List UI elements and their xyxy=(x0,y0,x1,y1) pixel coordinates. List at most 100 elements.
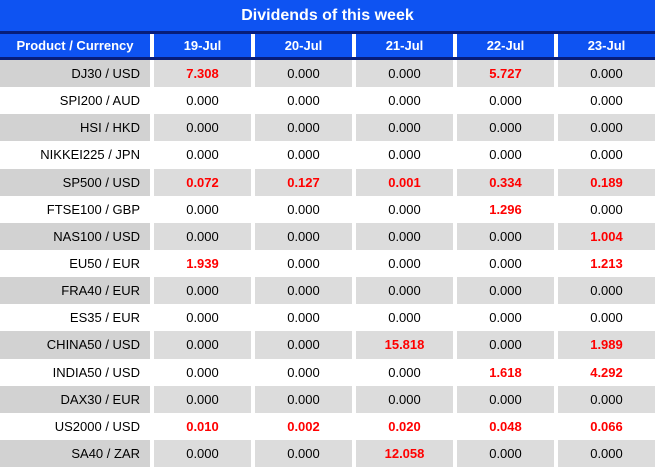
column-header-20-jul: 20-Jul xyxy=(255,34,352,57)
product-cell: SP500 / USD xyxy=(0,168,150,196)
dividend-value-cell: 0.000 xyxy=(154,304,251,332)
column-header-19-jul: 19-Jul xyxy=(154,34,251,57)
product-cell: DAX30 / EUR xyxy=(0,385,150,413)
table-row: NIKKEI225 / JPN 0.000 0.000 0.000 0.000 0.000 xyxy=(0,141,655,169)
dividend-value-cell: 0.000 xyxy=(255,439,352,467)
product-cell: EU50 / EUR xyxy=(0,249,150,278)
dividend-value-cell: 0.000 xyxy=(558,195,655,223)
product-cell: SA40 / ZAR xyxy=(0,439,150,467)
dividend-value-cell: 0.000 xyxy=(154,358,251,386)
dividend-value-cell: 0.000 xyxy=(558,304,655,332)
product-cell: INDIA50 / USD xyxy=(0,358,150,386)
dividend-value-cell: 0.000 xyxy=(154,331,251,359)
dividend-value-cell: 0.000 xyxy=(154,87,251,115)
table-body: DJ30 / USD 7.308 0.000 0.000 5.727 0.000 SPI20… xyxy=(0,60,655,467)
dividend-value-cell: 0.000 xyxy=(154,277,251,305)
dividend-value-cell: 0.010 xyxy=(154,412,251,440)
dividend-value-cell: 0.000 xyxy=(558,87,655,115)
page-title: Dividends of this week xyxy=(241,6,414,24)
dividend-value-cell: 1.618 xyxy=(457,358,554,386)
dividend-value-cell: 0.000 xyxy=(356,358,453,386)
dividend-value-cell: 0.000 xyxy=(457,87,554,115)
title-divider xyxy=(0,31,655,34)
column-header-product-currency: Product / Currency xyxy=(0,34,150,57)
dividend-value-cell: 0.000 xyxy=(255,222,352,250)
dividend-value-cell: 0.000 xyxy=(558,60,655,88)
table-row: SP500 / USD 0.072 0.127 0.001 0.334 0.189 xyxy=(0,168,655,196)
dividend-value-cell: 0.189 xyxy=(558,168,655,196)
dividend-value-cell: 0.000 xyxy=(457,385,554,413)
dividend-value-cell: 1.989 xyxy=(558,331,655,359)
table-row: ES35 / EUR 0.000 0.000 0.000 0.000 0.000 xyxy=(0,304,655,332)
title-bar: Dividends of this week xyxy=(0,0,655,31)
dividend-value-cell: 0.000 xyxy=(457,304,554,332)
product-cell: NAS100 / USD xyxy=(0,222,150,250)
table-row: SPI200 / AUD 0.000 0.000 0.000 0.000 0.000 xyxy=(0,87,655,115)
column-header-22-jul: 22-Jul xyxy=(457,34,554,57)
dividend-value-cell: 0.000 xyxy=(356,222,453,250)
dividend-value-cell: 5.727 xyxy=(457,60,554,88)
dividend-value-cell: 0.000 xyxy=(356,195,453,223)
dividend-value-cell: 0.000 xyxy=(154,195,251,223)
dividend-value-cell: 0.000 xyxy=(255,141,352,169)
product-cell: DJ30 / USD xyxy=(0,60,150,88)
dividend-value-cell: 0.000 xyxy=(457,277,554,305)
dividend-value-cell: 0.000 xyxy=(356,249,453,278)
table-row: SA40 / ZAR 0.000 0.000 12.058 0.000 0.000 xyxy=(0,439,655,467)
dividend-value-cell: 0.072 xyxy=(154,168,251,196)
dividend-value-cell: 0.000 xyxy=(255,385,352,413)
dividend-value-cell: 0.000 xyxy=(356,87,453,115)
dividend-value-cell: 0.000 xyxy=(558,439,655,467)
dividend-value-cell: 0.000 xyxy=(356,141,453,169)
product-cell: US2000 / USD xyxy=(0,412,150,440)
product-cell: SPI200 / AUD xyxy=(0,87,150,115)
dividend-value-cell: 15.818 xyxy=(356,331,453,359)
dividend-value-cell: 0.000 xyxy=(154,141,251,169)
dividend-value-cell: 0.001 xyxy=(356,168,453,196)
dividend-value-cell: 1.004 xyxy=(558,222,655,250)
dividend-value-cell: 0.000 xyxy=(255,114,352,142)
table-row: HSI / HKD 0.000 0.000 0.000 0.000 0.000 xyxy=(0,114,655,142)
dividend-value-cell: 7.308 xyxy=(154,60,251,88)
dividend-value-cell: 0.000 xyxy=(558,277,655,305)
table-row: CHINA50 / USD 0.000 0.000 15.818 0.000 1.989 xyxy=(0,331,655,359)
table-row: INDIA50 / USD 0.000 0.000 0.000 1.618 4.292 xyxy=(0,358,655,386)
table-header-row: Product / Currency 19-Jul 20-Jul 21-Jul … xyxy=(0,34,655,57)
dividend-value-cell: 0.000 xyxy=(356,60,453,88)
dividend-value-cell: 0.000 xyxy=(255,358,352,386)
product-cell: FRA40 / EUR xyxy=(0,277,150,305)
dividend-value-cell: 0.000 xyxy=(255,331,352,359)
dividend-value-cell: 0.000 xyxy=(255,304,352,332)
dividend-value-cell: 0.020 xyxy=(356,412,453,440)
dividend-value-cell: 0.000 xyxy=(558,385,655,413)
dividend-value-cell: 1.939 xyxy=(154,249,251,278)
dividend-value-cell: 0.000 xyxy=(255,60,352,88)
dividend-value-cell: 1.213 xyxy=(558,249,655,278)
dividend-value-cell: 0.000 xyxy=(255,277,352,305)
dividend-value-cell: 0.000 xyxy=(457,222,554,250)
dividend-value-cell: 0.000 xyxy=(154,222,251,250)
column-header-21-jul: 21-Jul xyxy=(356,34,453,57)
dividend-value-cell: 0.000 xyxy=(457,249,554,278)
header-divider xyxy=(0,57,655,60)
product-cell: HSI / HKD xyxy=(0,114,150,142)
table-row: DAX30 / EUR 0.000 0.000 0.000 0.000 0.000 xyxy=(0,385,655,413)
dividend-value-cell: 4.292 xyxy=(558,358,655,386)
dividend-value-cell: 0.000 xyxy=(356,385,453,413)
dividend-value-cell: 0.000 xyxy=(558,114,655,142)
product-cell: FTSE100 / GBP xyxy=(0,195,150,223)
product-cell: NIKKEI225 / JPN xyxy=(0,141,150,169)
dividend-value-cell: 0.002 xyxy=(255,412,352,440)
dividend-value-cell: 0.127 xyxy=(255,168,352,196)
table-row: DJ30 / USD 7.308 0.000 0.000 5.727 0.000 xyxy=(0,60,655,88)
table-row: FRA40 / EUR 0.000 0.000 0.000 0.000 0.000 xyxy=(0,277,655,305)
dividend-value-cell: 0.000 xyxy=(255,195,352,223)
dividend-value-cell: 0.000 xyxy=(154,385,251,413)
dividend-value-cell: 0.000 xyxy=(356,304,453,332)
dividend-value-cell: 0.048 xyxy=(457,412,554,440)
product-cell: CHINA50 / USD xyxy=(0,331,150,359)
table-row: US2000 / USD 0.010 0.002 0.020 0.048 0.066 xyxy=(0,412,655,440)
column-header-23-jul: 23-Jul xyxy=(558,34,655,57)
dividend-value-cell: 0.066 xyxy=(558,412,655,440)
